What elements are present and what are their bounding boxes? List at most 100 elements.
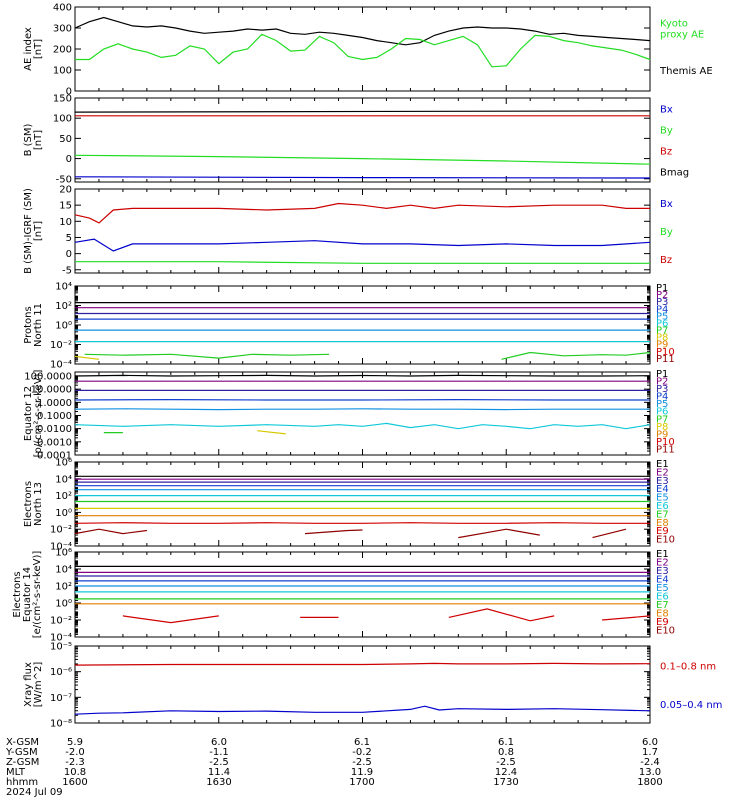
eph-value: 1730 [493,777,518,788]
legend-item: E3 [656,476,669,487]
y-axis-label: Equator 12 [23,386,34,441]
legend-item: P5 [656,399,668,410]
y-axis-label: [nT] [33,221,44,241]
y-tick-label: 1.0000 [37,398,72,409]
legend-item: P2 [656,290,668,301]
y-tick-label: 10⁻⁴ [50,360,72,371]
y-tick-label: 10⁰ [55,321,72,332]
series-line-by [74,154,651,165]
eph-value: -2.3 [65,757,85,768]
eph-value: 6.1 [498,737,514,748]
eph-value: -2.0 [65,747,85,758]
legend-item: P3 [656,384,668,395]
series-line-p1 [74,374,651,377]
y-tick-label: 10⁻⁵ [50,642,72,653]
series-line-p8 [257,430,286,435]
y-tick-label: 0.0001 [37,451,72,462]
y-tick-label: 10⁴ [55,282,72,293]
series-line-themis-ae [74,16,651,46]
legend-item: E10 [656,626,675,637]
panel-frame [74,461,651,547]
panel-3: -5 0 5 10 15 20 B (SM)-IGRF (SM) [nT] Bx By Bz [23,185,673,277]
series-line-p5 [74,408,650,411]
series-line-e10 [122,615,219,624]
eph-value: 6.0 [642,737,658,748]
eph-value: -0.2 [352,747,372,758]
legend-item: E7 [656,509,669,520]
legend-item: E6 [656,501,669,512]
y-tick-label: 10 [59,217,72,228]
y-axis-label: [p/(cm²-s-sr-keV)] [33,370,44,458]
panel-4: 10⁻⁴ 10⁻² 10⁰ 10² 10⁴ Protons North 11 P1P2P3P4… [23,282,675,371]
legend-item: P7 [656,326,668,337]
legend-item: Bx [660,105,673,116]
legend-item: P4 [656,392,668,403]
series-line-bz [74,202,650,224]
legend-item: P4 [656,304,668,315]
series-line-e10 [304,529,363,535]
legend-item: P2 [656,377,668,388]
legend-item: By [660,227,673,238]
y-tick-label: 10⁻² [50,616,72,627]
series-line-p7 [501,351,651,360]
legend-item: P10 [656,347,675,358]
legend-item: E5 [656,493,669,504]
y-tick-label: -50 [56,174,72,185]
y-axis-label: B (SM) [23,123,34,156]
series-line-kyoto-proxy-ae [75,33,651,68]
eph-value: 6.0 [211,737,227,748]
y-tick-label: 10² [55,582,72,593]
legend-item: P1 [656,369,668,380]
legend-item: E6 [656,592,669,603]
legend-item: Bmag [660,168,689,179]
y-tick-label: 10² [55,301,72,312]
series-line-0-05-0-4-nm [74,705,651,715]
legend-item: P9 [656,429,668,440]
legend-item: P10 [656,437,675,448]
legend-item: E3 [656,566,669,577]
y-tick-label: 10⁻⁸ [50,719,72,730]
legend-item: Bz [660,255,672,266]
y-tick-label: 0 [66,154,72,165]
y-tick-label: 0.0010 [37,437,72,448]
legend-item: Kyoto [660,19,688,30]
legend-item: P5 [656,311,668,322]
eph-value: -2.5 [352,757,372,768]
y-tick-label: 5 [66,233,72,244]
legend-item: E10 [656,535,675,546]
y-axis-label: B (SM)-IGRF (SM) [23,188,34,274]
panel-5: 0.0001 0.0010 0.0100 0.1000 1.0000 10.0000 100… [23,369,675,462]
panel-7: 10⁻⁴ 10⁻² 10⁰ 10² 10⁴ 10⁶ Electrons Equator 14[… [12,548,675,644]
eph-value: 5.9 [67,737,83,748]
eph-value: 1700 [349,777,374,788]
legend-item: E1 [656,549,669,560]
panel-frame [74,551,651,638]
y-tick-label: 200 [53,45,72,56]
panel-frame [74,371,651,456]
y-tick-label: 10⁴ [55,474,72,485]
legend-item: E1 [656,459,669,470]
y-tick-label: 10⁻⁷ [50,693,72,704]
eph-value: -2.4 [640,757,660,768]
series-line-e10 [602,615,651,621]
y-tick-label: 300 [53,24,72,35]
legend-item: E9 [656,526,669,537]
y-tick-label: 10⁻⁴ [50,542,72,553]
y-tick-label: 10⁰ [55,599,72,610]
series-line-by [75,261,650,264]
legend-item: E4 [656,484,669,495]
panel-frame [74,285,651,365]
y-tick-label: 10⁶ [55,548,72,559]
panel-8: 10⁻⁸ 10⁻⁷ 10⁻⁶ 10⁻⁵ Xray flux [W/m^2] 0.1–0.8 … [23,642,722,730]
series-line-p8 [74,355,100,360]
y-tick-label: 150 [53,94,72,105]
legend-item: P6 [656,318,668,329]
legend-item: 0.1–0.8 nm [660,661,716,672]
panel-2: -50 0 50 100 150 B (SM) [nT] Bx By Bz Bmag [23,94,689,186]
y-tick-label: 10⁴ [55,565,72,576]
series-line-e10 [448,608,555,622]
series-line-e10 [74,528,147,535]
eph-value: 1.7 [642,747,658,758]
series-line-p6 [74,422,651,430]
